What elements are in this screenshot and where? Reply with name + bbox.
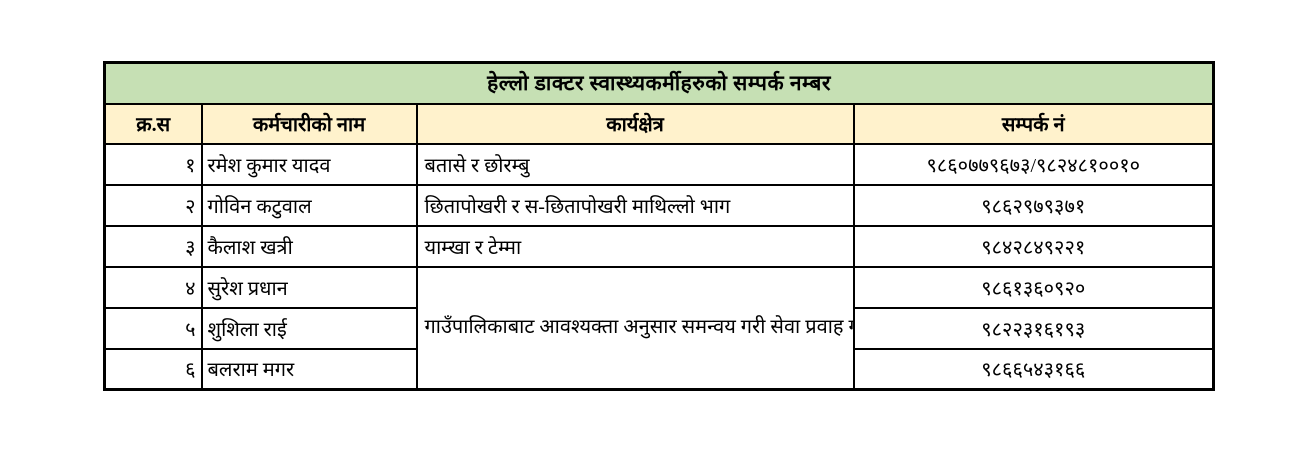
cell-contact: ९८६०७७९६७३/९८२४८१००१० bbox=[852, 142, 1215, 186]
cell-area: याम्खा र टेम्मा bbox=[415, 224, 855, 268]
table-header-row: क्र.स कर्मचारीको नाम कार्यक्षेत्र सम्पर्… bbox=[103, 102, 1215, 145]
cell-name: कैलाश खत्री bbox=[200, 224, 418, 268]
cell-area-merged: गाउँपालिकाबाट आवश्यक्ता अनुसार समन्वय गर… bbox=[415, 265, 855, 391]
cell-sn: ६ bbox=[103, 347, 203, 391]
cell-contact: ९८२२३१६१९३ bbox=[852, 306, 1215, 350]
cell-contact: ९८६१३६०९२० bbox=[852, 265, 1215, 309]
table-row: ५ शुशिला राई ९८२२३१६१९३ bbox=[103, 306, 1215, 350]
header-name: कर्मचारीको नाम bbox=[200, 102, 418, 145]
cell-sn: १ bbox=[103, 142, 203, 186]
cell-contact: ९८६२९७९३७१ bbox=[852, 183, 1215, 227]
table-title: हेल्लो डाक्टर स्वास्थ्यकर्मीहरुको सम्पर्… bbox=[103, 61, 1215, 105]
table-row: ६ बलराम मगर ९८६६५४३१६६ bbox=[103, 347, 1215, 391]
table-row: १ रमेश कुमार यादव बतासे र छोरम्बु ९८६०७७… bbox=[103, 142, 1215, 186]
header-area: कार्यक्षेत्र bbox=[415, 102, 855, 145]
cell-area: छितापोखरी र स-छितापोखरी माथिल्लो भाग bbox=[415, 183, 855, 227]
cell-sn: २ bbox=[103, 183, 203, 227]
cell-sn: ३ bbox=[103, 224, 203, 268]
header-contact: सम्पर्क नं bbox=[852, 102, 1215, 145]
table-title-row: हेल्लो डाक्टर स्वास्थ्यकर्मीहरुको सम्पर्… bbox=[103, 61, 1215, 105]
cell-name: बलराम मगर bbox=[200, 347, 418, 391]
cell-sn: ५ bbox=[103, 306, 203, 350]
cell-contact: ९८६६५४३१६६ bbox=[852, 347, 1215, 391]
table-row: ४ सुरेश प्रधान गाउँपालिकाबाट आवश्यक्ता अ… bbox=[103, 265, 1215, 391]
cell-contact: ९८४२८४९२२१ bbox=[852, 224, 1215, 268]
cell-name: सुरेश प्रधान bbox=[200, 265, 418, 309]
cell-name: रमेश कुमार यादव bbox=[200, 142, 418, 186]
cell-name: गोविन कटुवाल bbox=[200, 183, 418, 227]
header-sn: क्र.स bbox=[103, 102, 203, 145]
table-row: २ गोविन कटुवाल छितापोखरी र स-छितापोखरी म… bbox=[103, 183, 1215, 227]
contact-table: हेल्लो डाक्टर स्वास्थ्यकर्मीहरुको सम्पर्… bbox=[103, 61, 1216, 391]
cell-sn: ४ bbox=[103, 265, 203, 309]
cell-name: शुशिला राई bbox=[200, 306, 418, 350]
cell-area: बतासे र छोरम्बु bbox=[415, 142, 855, 186]
table-row: ३ कैलाश खत्री याम्खा र टेम्मा ९८४२८४९२२१ bbox=[103, 224, 1215, 268]
